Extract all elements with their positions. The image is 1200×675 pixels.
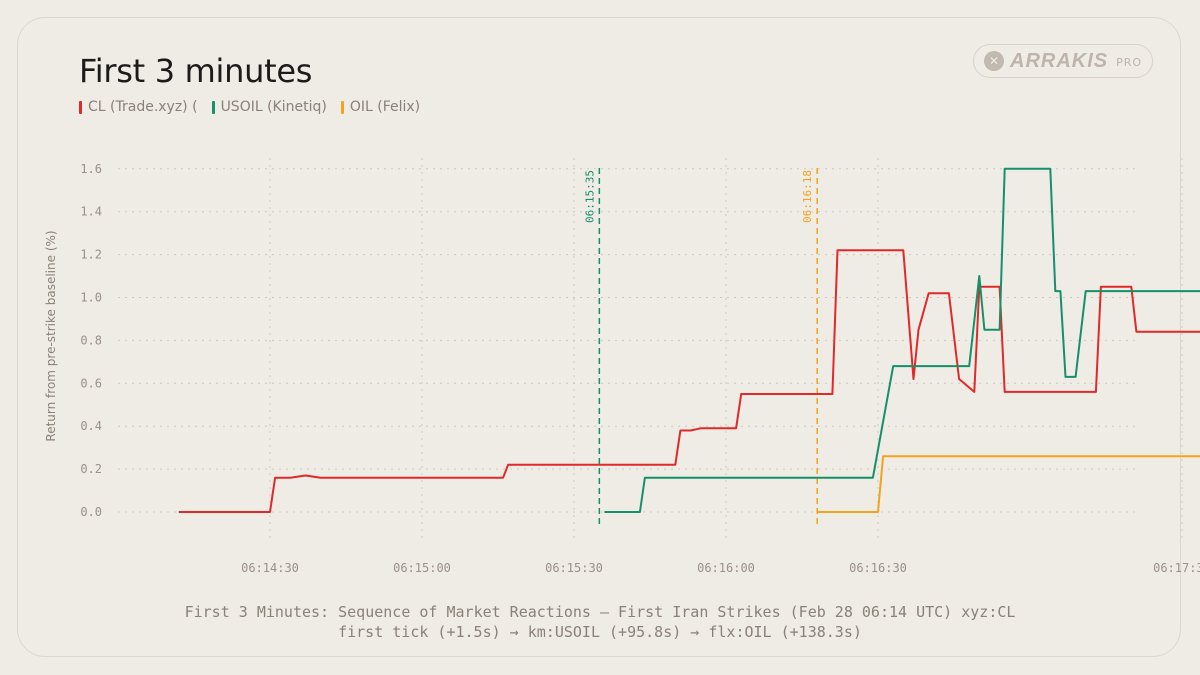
brand-badge: ✕ ARRAKIS PRO [973,44,1153,78]
legend-item-usoil: USOIL (Kinetiq) [211,99,327,115]
y-axis-label: Return from pre-strike baseline (%) [44,230,58,441]
legend-item-cl: CL (Trade.xyz) ( [79,99,198,115]
event-marker-label: 06:16:18 [801,170,814,223]
x-tick-label: 06:14:30 [241,561,299,575]
x-tick-label: 06:16:00 [697,561,755,575]
brand-tier: PRO [1116,55,1143,69]
y-tick-label: 1.2 [80,248,102,262]
line-chart: 0.0 0.2 0.4 0.6 0.8 1.0 1.2 1.4 1.6 06:14:30 06:15… [44,158,1200,575]
chart-card [17,17,1181,657]
brand-name: ARRAKIS [1010,49,1109,72]
series-line-oil [817,455,1200,513]
page-title: First 3 minutes [79,52,313,90]
series-line-usoil [604,167,1200,513]
y-tick-label: 1.4 [80,205,102,219]
arrakis-logo-icon: ✕ [984,51,1004,71]
legend-swatch-cl [79,100,82,114]
caption-line-1: First 3 Minutes: Sequence of Market Reac… [184,603,1016,621]
y-tick-label: 0.0 [80,505,102,519]
y-tick-label: 0.4 [80,419,102,433]
legend-label-oil: OIL (Felix) [349,99,421,115]
y-tick-label: 0.8 [80,333,102,347]
y-tick-label: 0.2 [80,462,102,476]
caption-line-2: first tick (+1.5s) → km:USOIL (+95.8s) →… [338,623,862,641]
legend: CL (Trade.xyz) ( USOIL (Kinetiq) OIL (Fe… [79,99,420,115]
chart-caption: First 3 Minutes: Sequence of Market Reac… [0,602,1200,642]
legend-label-cl: CL (Trade.xyz) ( [88,99,198,115]
event-marker-label: 06:15:35 [583,170,596,223]
legend-swatch-usoil [211,100,215,114]
series-line-cl [178,249,1200,513]
x-tick-label: 06:17:30 [1153,561,1200,575]
x-tick-label: 06:15:30 [545,561,603,575]
y-tick-label: 1.6 [80,162,102,176]
legend-item-oil: OIL (Felix) [340,99,421,115]
y-tick-label: 0.6 [80,376,102,390]
y-tick-label: 1.0 [80,291,102,305]
legend-label-usoil: USOIL (Kinetiq) [220,99,327,115]
legend-swatch-oil [340,100,344,114]
x-tick-label: 06:16:30 [849,561,907,575]
x-tick-label: 06:15:00 [393,561,451,575]
